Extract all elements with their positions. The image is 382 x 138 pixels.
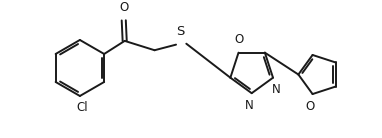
Text: Cl: Cl: [76, 101, 87, 114]
Text: N: N: [272, 83, 280, 96]
Text: O: O: [234, 33, 243, 46]
Text: N: N: [244, 99, 253, 112]
Text: S: S: [176, 25, 185, 38]
Text: O: O: [305, 100, 314, 113]
Text: O: O: [119, 1, 128, 14]
